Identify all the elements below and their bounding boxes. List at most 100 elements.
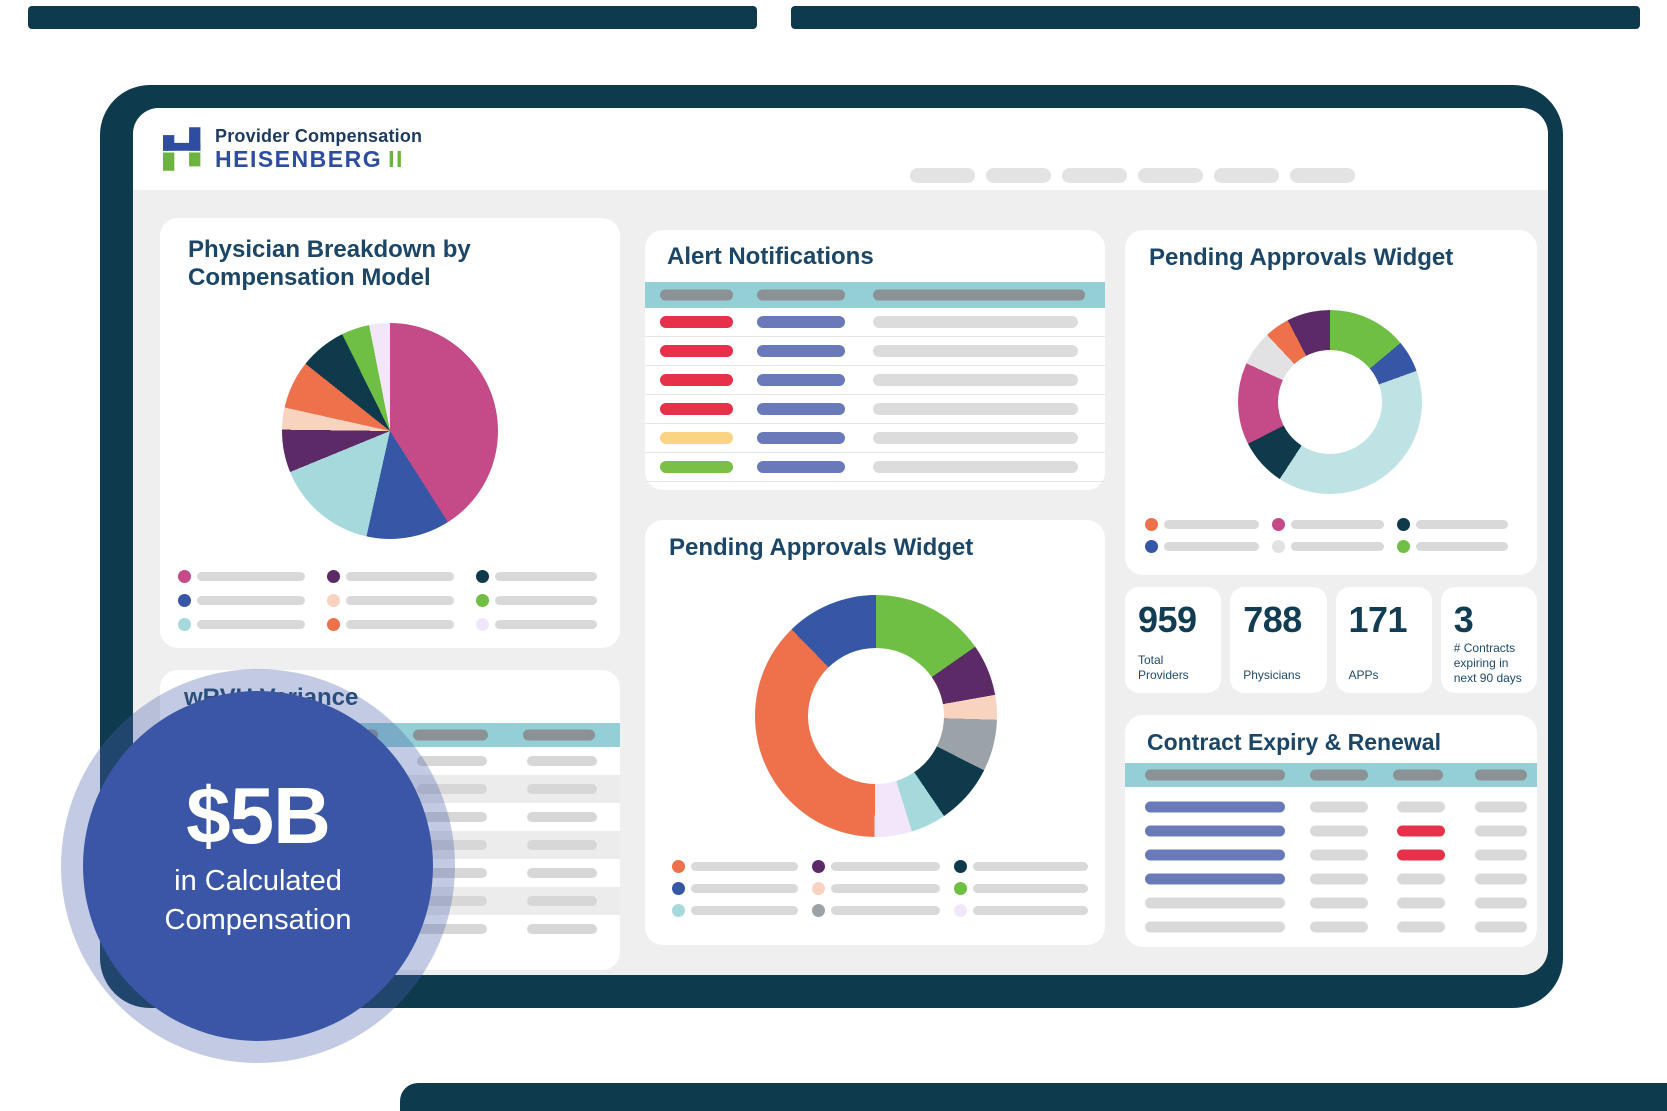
legend-dot — [327, 618, 340, 631]
legend-label-placeholder — [197, 572, 305, 581]
table-row — [1125, 891, 1537, 915]
table-row — [1125, 915, 1537, 939]
cell-placeholder — [1475, 897, 1527, 909]
alert-row — [645, 453, 1105, 482]
cell-placeholder — [417, 784, 487, 794]
table-row — [1125, 843, 1537, 867]
cell-placeholder — [527, 784, 597, 794]
stat-card-apps: 171 APPs — [1335, 587, 1432, 693]
legend-item — [812, 882, 940, 895]
cell-placeholder — [1397, 873, 1445, 885]
table-row — [1125, 867, 1537, 891]
compensation-highlight-circle: $5B in Calculated Compensation — [83, 691, 433, 1041]
alert-table-body — [645, 308, 1105, 482]
legend-dot — [1272, 518, 1285, 531]
legend-item — [1397, 540, 1508, 553]
legend-label-placeholder — [973, 862, 1088, 871]
column-header-placeholder — [660, 289, 733, 301]
legend-dot — [476, 618, 489, 631]
nav-item-placeholder[interactable] — [1138, 168, 1203, 183]
legend-label-placeholder — [831, 862, 940, 871]
stat-label: Total Providers — [1138, 653, 1189, 682]
cell-placeholder — [1475, 873, 1527, 885]
alert-cell-placeholder — [660, 403, 733, 415]
alert-row — [645, 308, 1105, 337]
alert-cell-placeholder — [660, 345, 733, 357]
legend-item — [954, 860, 1088, 873]
top-section-bar-left — [28, 6, 757, 29]
alert-cell-placeholder — [873, 432, 1078, 444]
legend-label-placeholder — [1416, 542, 1508, 551]
alert-cell-placeholder — [873, 461, 1078, 473]
legend-label-placeholder — [197, 596, 305, 605]
table-row — [1125, 819, 1537, 843]
nav-item-placeholder[interactable] — [1062, 168, 1127, 183]
pending-approvals-legend — [672, 860, 1088, 917]
legend-dot — [1145, 518, 1158, 531]
column-header-placeholder — [873, 289, 1085, 301]
legend-dot — [476, 570, 489, 583]
legend-item — [178, 570, 305, 583]
cell-placeholder — [417, 812, 487, 822]
stat-label: # Contracts expiring in next 90 days — [1453, 641, 1522, 685]
alert-cell-placeholder — [873, 316, 1078, 328]
legend-dot — [327, 570, 340, 583]
legend-item — [178, 618, 305, 631]
nav-item-placeholder[interactable] — [910, 168, 975, 183]
app-header: Provider Compensation HEISENBERG II — [133, 108, 1548, 190]
pending-approvals-donut-chart — [755, 595, 997, 837]
legend-item — [476, 594, 597, 607]
nav-item-placeholder[interactable] — [1290, 168, 1355, 183]
cell-placeholder — [417, 840, 487, 850]
legend-label-placeholder — [1291, 542, 1384, 551]
column-header-placeholder — [1475, 769, 1527, 781]
legend-dot — [178, 618, 191, 631]
main-nav — [910, 168, 1355, 183]
cell-placeholder — [527, 812, 597, 822]
legend-item — [1145, 518, 1259, 531]
cell-placeholder — [1475, 849, 1527, 861]
cell-placeholder — [417, 868, 487, 878]
nav-item-placeholder[interactable] — [986, 168, 1051, 183]
legend-item — [1272, 518, 1384, 531]
cell-placeholder — [417, 756, 487, 766]
legend-label-placeholder — [831, 906, 940, 915]
stat-card-total-providers: 959 Total Providers — [1125, 587, 1222, 693]
legend-label-placeholder — [973, 884, 1088, 893]
nav-item-placeholder[interactable] — [1214, 168, 1279, 183]
stat-value: 3 — [1453, 599, 1474, 640]
stat-label: APPs — [1348, 668, 1379, 682]
cell-placeholder — [1310, 849, 1368, 861]
alert-cell-placeholder — [660, 461, 733, 473]
legend-label-placeholder — [495, 572, 597, 581]
brand-product-name: Provider Compensation — [215, 126, 423, 147]
legend-dot — [812, 904, 825, 917]
brand-logo[interactable]: Provider Compensation HEISENBERG II — [163, 126, 422, 172]
cell-placeholder — [1310, 801, 1368, 813]
stat-label: Physicians — [1243, 668, 1301, 682]
compensation-caption-line1: in Calculated — [174, 864, 342, 897]
panel-alert-notifications: Alert Notifications — [645, 230, 1105, 490]
alert-cell-placeholder — [757, 374, 845, 386]
column-header-placeholder — [523, 729, 595, 741]
legend-item — [327, 570, 454, 583]
brand-text: Provider Compensation HEISENBERG II — [215, 126, 422, 171]
legend-label-placeholder — [1164, 520, 1259, 529]
panel-title: Physician Breakdown by Compensation Mode… — [188, 236, 471, 291]
panel-pending-approvals-right: Pending Approvals Widget — [1125, 230, 1537, 575]
dashboard-screen: Provider Compensation HEISENBERG II Physi… — [133, 108, 1548, 975]
top-section-bar-right — [791, 6, 1640, 29]
brand-name: HEISENBERG — [215, 146, 383, 173]
brand-name-line: HEISENBERG II — [215, 147, 422, 171]
legend-label-placeholder — [1164, 542, 1259, 551]
legend-item — [476, 570, 597, 583]
brand-h-icon — [163, 127, 201, 171]
legend-item — [954, 904, 1088, 917]
legend-label-placeholder — [691, 884, 798, 893]
legend-dot — [672, 904, 685, 917]
legend-item — [476, 618, 597, 631]
panel-title: Pending Approvals Widget — [669, 534, 974, 561]
cell-placeholder — [1310, 873, 1368, 885]
bottom-section-bar — [400, 1083, 1667, 1111]
legend-item — [672, 860, 798, 873]
